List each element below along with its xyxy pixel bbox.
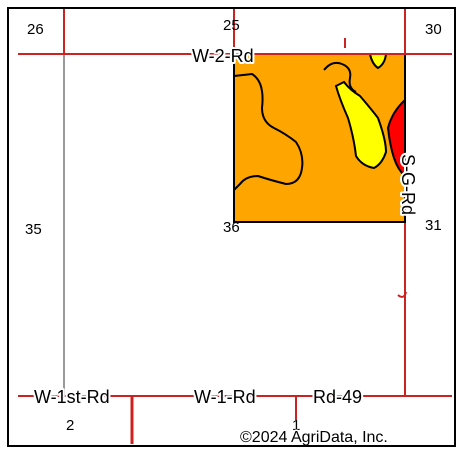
road-label-rd49: Rd-49 [313,387,362,407]
section-number-35: 35 [25,221,42,238]
road-label-sg-rd: S-G-Rd [398,154,418,215]
section-number-26: 26 [27,21,44,38]
map-frame-border [7,7,456,447]
soil-area-yellow [334,80,388,170]
soil-boundary-west [233,72,304,191]
road-label-w1st-rd: W-1st-Rd [34,387,110,407]
section-number-2: 2 [66,417,74,434]
section-number-31: 31 [425,217,442,234]
section-number-30: 30 [425,21,442,38]
section-number-1: 1 [292,417,300,434]
copyright-text: ©2024 AgriData, Inc. [240,429,388,446]
road-label-w2-rd: W-2-Rd [192,46,254,66]
section-number-36: 36 [223,219,240,236]
section-number-25: 25 [223,17,240,34]
soil-area-red [386,97,406,179]
road-stub-east [397,291,407,298]
soil-area-yellow-small [368,53,388,70]
road-label-w1-rd: W-1-Rd [194,387,256,407]
soil-boundary-north [323,61,357,93]
